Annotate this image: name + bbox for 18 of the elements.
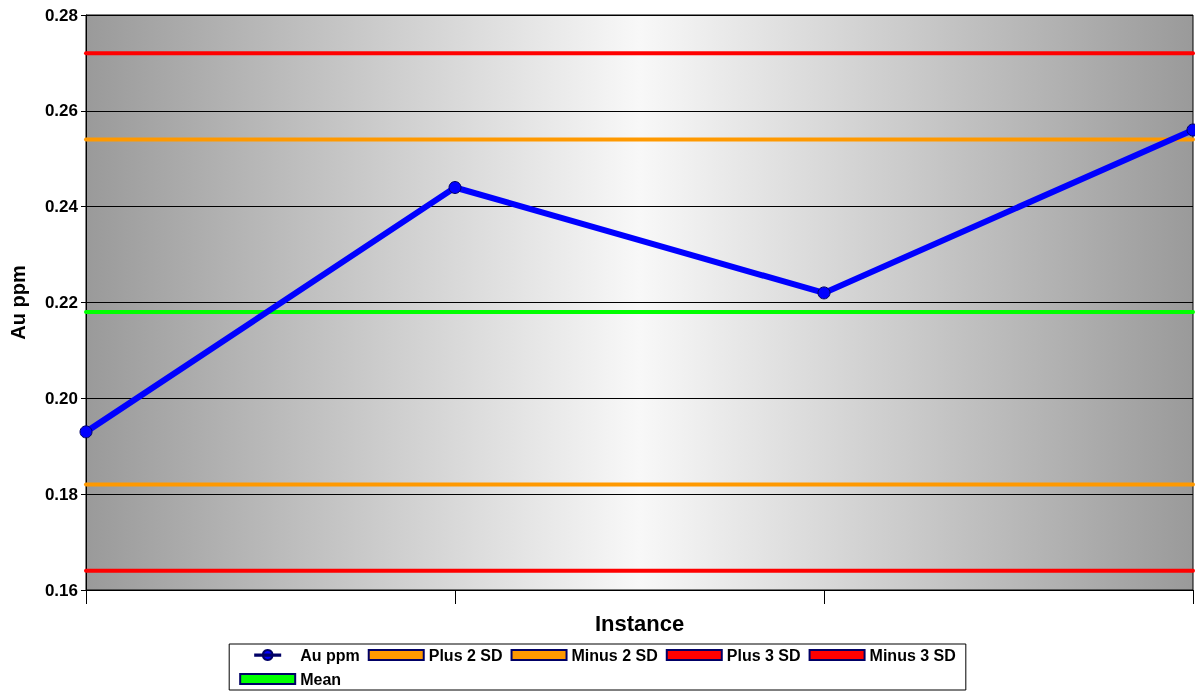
legend-label: Minus 3 SD	[869, 646, 956, 664]
y-tick-label: 0.22	[44, 293, 78, 312]
legend-label: Plus 2 SD	[428, 646, 503, 664]
x-axis-title: Instance	[594, 610, 685, 636]
y-tick-label: 0.28	[44, 5, 78, 25]
y-tick-label: 0.18	[44, 484, 78, 504]
point	[79, 425, 93, 439]
y-tick-label: 0.20	[44, 388, 78, 408]
y-tick-label: 0.24	[44, 197, 79, 217]
y-axis-title: Au ppm	[7, 265, 29, 340]
legend-label: Mean	[300, 670, 342, 688]
point	[817, 286, 831, 300]
legend-label: Au ppm	[300, 646, 360, 664]
legend-label: Minus 2 SD	[571, 646, 658, 664]
point	[448, 181, 462, 194]
y-tick-label: 0.26	[44, 101, 78, 121]
y-tick-label: 0.16	[44, 580, 78, 600]
legend-label: Plus 3 SD	[726, 646, 801, 664]
